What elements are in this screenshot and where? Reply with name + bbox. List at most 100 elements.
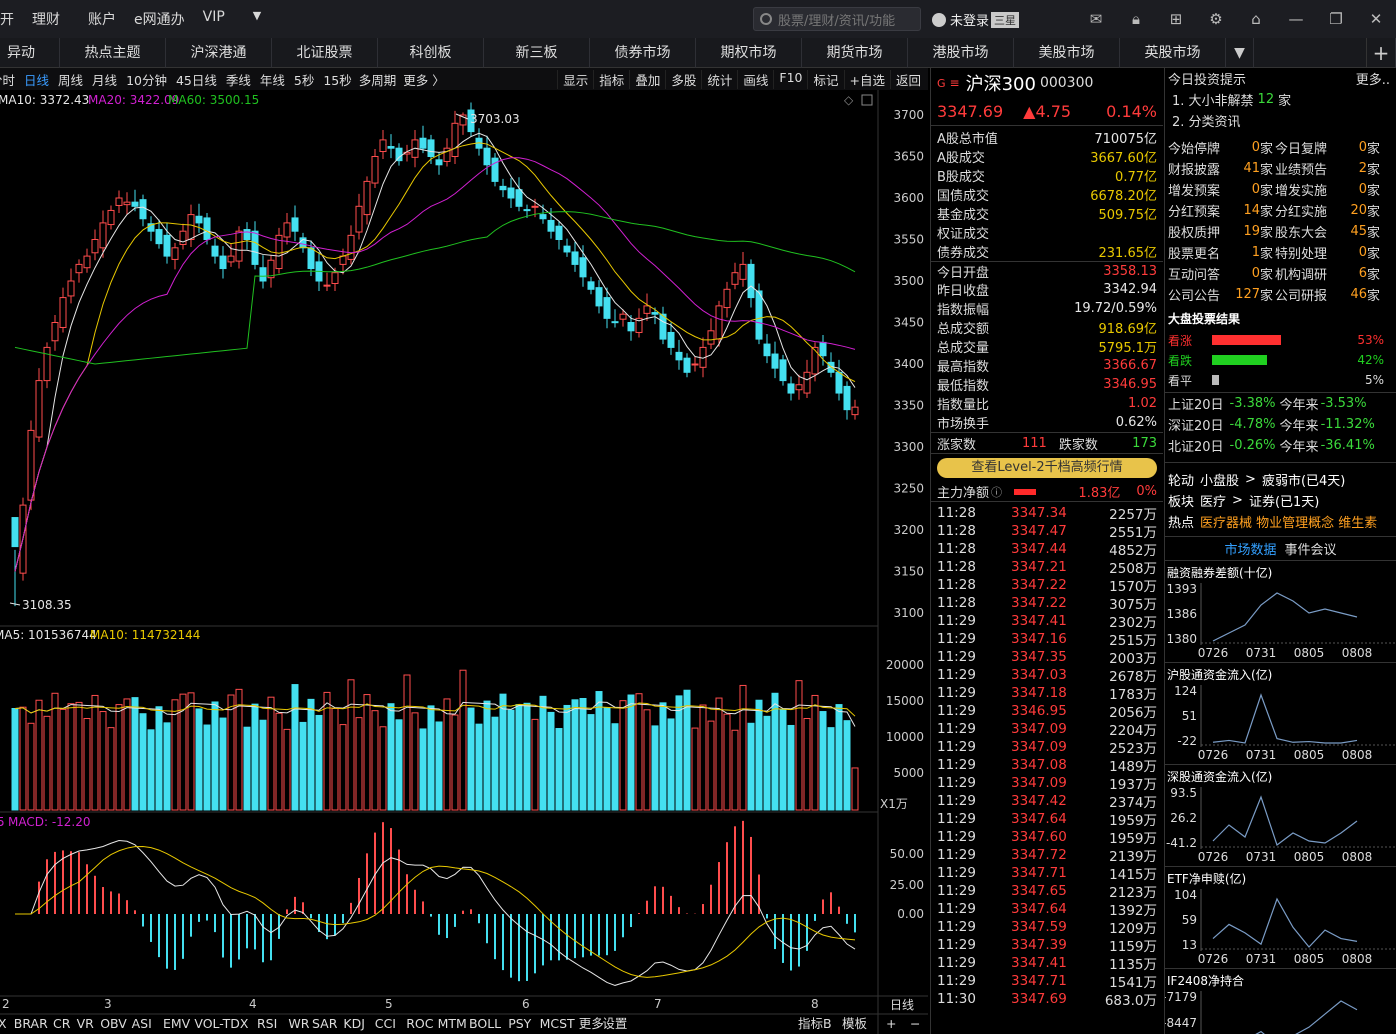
menu-item-wealth[interactable]: 理财 bbox=[32, 12, 60, 28]
event-stat-row[interactable]: 股权质押 19 家股东大会 45 家 bbox=[1165, 221, 1396, 242]
indicator-tab[interactable]: BOLL bbox=[469, 1016, 501, 1031]
indicator-tab[interactable]: CCI bbox=[375, 1016, 396, 1031]
indicator-tab[interactable]: WR bbox=[288, 1016, 309, 1031]
nav-item-3[interactable]: 北证股票 bbox=[272, 38, 378, 68]
indicator-tab[interactable]: EMV bbox=[163, 1016, 191, 1031]
indicator-right-tab[interactable]: − bbox=[910, 1016, 920, 1031]
hot-row[interactable]: 热点 医疗器械 物业管理概念 维生素 bbox=[1165, 511, 1396, 532]
indicator-tab[interactable]: SAR bbox=[312, 1016, 338, 1031]
nav-item-11[interactable]: 英股市场 bbox=[1120, 38, 1226, 68]
menu-item-ewt[interactable]: e网通办 bbox=[134, 12, 185, 28]
menu-icon[interactable]: ≡ bbox=[949, 76, 960, 90]
close-icon[interactable]: ✕ bbox=[1369, 10, 1383, 28]
nav-item-1[interactable]: 热点主题 bbox=[60, 38, 166, 68]
period-10min[interactable]: 10分钟 bbox=[126, 72, 167, 88]
vote-row[interactable]: 看涨 53% bbox=[1165, 330, 1396, 350]
indicator-tab[interactable]: MTM bbox=[438, 1016, 467, 1031]
menu-item-account[interactable]: 账户 bbox=[88, 12, 116, 28]
tip1-row[interactable]: 1. 大小非解禁 12 家 bbox=[1165, 89, 1396, 110]
indicator-tab[interactable]: 设置 bbox=[602, 1016, 627, 1031]
lock-icon[interactable]: 🔒︎ bbox=[1132, 10, 1140, 28]
info-more-link[interactable]: 更多.. bbox=[1355, 73, 1390, 88]
indicator-tab[interactable]: X bbox=[0, 1016, 7, 1031]
indicator-tab[interactable]: ROC bbox=[406, 1016, 434, 1031]
nav-item-5[interactable]: 新三板 bbox=[484, 38, 590, 68]
event-stat-row[interactable]: 股票更名 1 家特别处理 0 家 bbox=[1165, 242, 1396, 263]
indicator-tab[interactable]: 更多 bbox=[579, 1016, 604, 1031]
nav-item-9[interactable]: 港股市场 bbox=[908, 38, 1014, 68]
nav-item-0[interactable]: 异动监测 bbox=[0, 38, 60, 91]
tab-market-data[interactable]: 市场数据 bbox=[1224, 543, 1277, 558]
vote-row[interactable]: 看平 5% bbox=[1165, 370, 1396, 390]
caret-down-icon[interactable]: ▼ bbox=[252, 9, 262, 22]
event-stat-row[interactable]: 公司公告 127 家公司研报 46 家 bbox=[1165, 284, 1396, 305]
period-more[interactable]: 更多 〉 bbox=[403, 72, 445, 88]
mini-chart[interactable]: 深股通资金流入(亿) 93.5 26.2 -41.2 0726 0731 0805 0808 bbox=[1165, 764, 1396, 866]
indicator-tab[interactable]: VOL-TDX bbox=[194, 1016, 249, 1031]
grid-icon[interactable]: ⊞ bbox=[1169, 10, 1183, 28]
nav-item-8[interactable]: 期货市场 bbox=[802, 38, 908, 68]
minimize-icon[interactable]: — bbox=[1288, 10, 1304, 28]
mini-chart[interactable]: 沪股通资金流入(亿) 124 51 -22 0726 0731 0805 0808 bbox=[1165, 662, 1396, 764]
add-tab-button[interactable]: + bbox=[1366, 38, 1396, 68]
period-5s[interactable]: 5秒 bbox=[293, 72, 315, 88]
tool-indicator[interactable]: 指标 bbox=[593, 69, 629, 89]
nav-item-7[interactable]: 期权市场 bbox=[696, 38, 802, 68]
nav-more-icon[interactable]: ▼ bbox=[1226, 38, 1254, 68]
nav-item-4[interactable]: 科创板 bbox=[378, 38, 484, 68]
event-stat-row[interactable]: 财报披露 41 家业绩预告 2 家 bbox=[1165, 158, 1396, 179]
search-input[interactable]: 股票/理财/资讯/功能 bbox=[753, 7, 921, 31]
tool-multistock[interactable]: 多股 bbox=[665, 69, 701, 89]
sector-row[interactable]: 板块 医疗 > 证券(已1天) bbox=[1165, 490, 1396, 511]
restore-icon[interactable]: ❐ bbox=[1329, 10, 1343, 28]
period-15s[interactable]: 15秒 bbox=[323, 72, 352, 88]
mini-chart[interactable]: 融资融券差额(十亿) 1393 1386 1380 0726 0731 0805 0808 bbox=[1165, 560, 1396, 662]
period-monthly[interactable]: 月线 bbox=[92, 72, 118, 88]
tool-stats[interactable]: 统计 bbox=[701, 69, 737, 89]
indicator-tab[interactable]: VR bbox=[77, 1016, 95, 1031]
indicator-tab[interactable]: KDJ bbox=[343, 1016, 365, 1031]
nav-item-2[interactable]: 沪深港通 bbox=[166, 38, 272, 68]
indicator-right-tab[interactable]: 指标B bbox=[798, 1016, 832, 1031]
menu-item-0[interactable]: 开 bbox=[0, 12, 14, 28]
nav-item-10[interactable]: 美股市场 bbox=[1014, 38, 1120, 68]
tip2-row[interactable]: 2. 分类资讯 bbox=[1165, 110, 1396, 131]
gear-icon[interactable]: ⚙ bbox=[1209, 10, 1223, 28]
mail-icon[interactable]: ✉ bbox=[1089, 10, 1103, 28]
tick-list[interactable]: 11:28 3347.34 2257万 11:28 3347.47 2551万 11:28 3… bbox=[931, 502, 1163, 1009]
tool-overlay[interactable]: 叠加 bbox=[629, 69, 665, 89]
tool-mark[interactable]: 标记 bbox=[807, 69, 843, 89]
period-year[interactable]: 年线 bbox=[259, 72, 285, 88]
period-quarter[interactable]: 季线 bbox=[225, 72, 251, 88]
menu-item-vip[interactable]: VIP bbox=[202, 9, 225, 25]
event-stat-row[interactable]: 互动问答 0 家机构调研 6 家 bbox=[1165, 263, 1396, 284]
tool-back[interactable]: 返回 bbox=[889, 69, 926, 89]
tool-add-watchlist[interactable]: +自选 bbox=[843, 69, 890, 89]
period-multi[interactable]: 多周期 bbox=[358, 72, 397, 88]
level2-button[interactable]: 查看Level-2千档高频行情 bbox=[937, 458, 1157, 478]
mini-chart[interactable]: IF2408净持合 -7179 -8447 bbox=[1165, 968, 1396, 1034]
event-stat-row[interactable]: 分红预案 14 家分红实施 20 家 bbox=[1165, 200, 1396, 221]
indicator-tab[interactable]: CR bbox=[53, 1016, 71, 1031]
login-status[interactable]: 未登录 三星 bbox=[932, 10, 1020, 29]
indicator-tab[interactable]: RSI bbox=[257, 1016, 277, 1031]
indicator-right-tab[interactable]: + bbox=[886, 1016, 896, 1031]
indicator-tab[interactable]: PSY bbox=[508, 1016, 531, 1031]
period-45day[interactable]: 45日线 bbox=[175, 72, 217, 88]
indicator-tab[interactable]: ASI bbox=[132, 1016, 152, 1031]
indicator-tab[interactable]: OBV bbox=[100, 1016, 127, 1031]
indicator-tab[interactable]: BRAR bbox=[14, 1016, 48, 1031]
indicator-right-tab[interactable]: 模板 bbox=[842, 1016, 868, 1031]
mini-chart[interactable]: ETF净申赎(亿) 104 59 13 0726 0731 0805 0808 bbox=[1165, 866, 1396, 968]
tool-draw[interactable]: 画线 bbox=[737, 69, 773, 89]
info-icon[interactable]: ⓘ bbox=[991, 485, 1003, 499]
shirt-icon[interactable]: ⌂ bbox=[1251, 10, 1261, 28]
nav-item-6[interactable]: 债券市场 bbox=[590, 38, 696, 68]
event-stat-row[interactable]: 增发预案 0 家增发实施 0 家 bbox=[1165, 179, 1396, 200]
indicator-tab[interactable]: MCST bbox=[540, 1016, 575, 1031]
period-weekly[interactable]: 周线 bbox=[58, 72, 84, 88]
kline-chart[interactable]: MA10: 3372.43 MA20: 3422.09 MA60: 3500.1… bbox=[0, 90, 928, 1034]
period-1min[interactable]: 分时 bbox=[0, 72, 16, 88]
tool-display[interactable]: 显示 bbox=[557, 69, 593, 89]
period-daily[interactable]: 日线 bbox=[24, 72, 50, 88]
